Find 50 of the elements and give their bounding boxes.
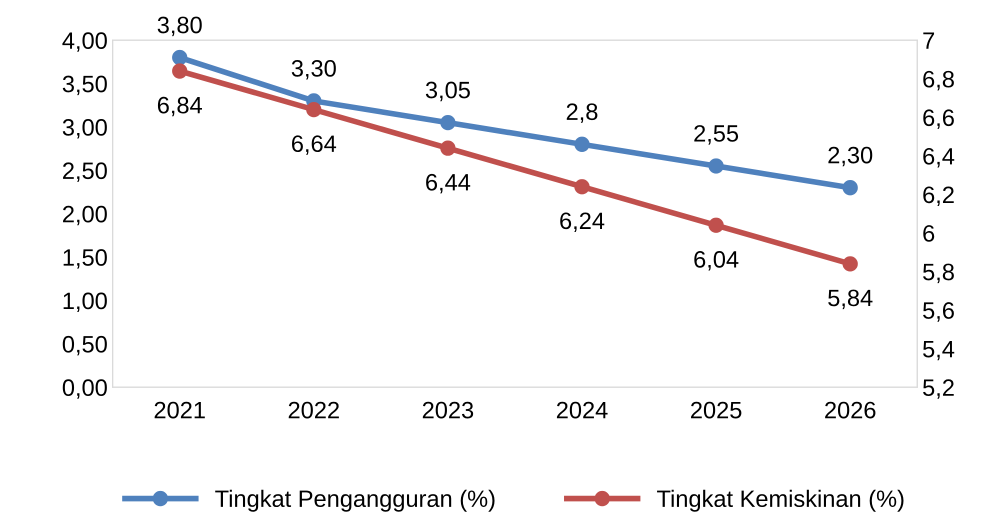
y-tick-label: 1,00 (64, 292, 107, 312)
data-label: 2,30 (828, 146, 872, 166)
point (306, 102, 322, 118)
y2-tick-label: 5,6 (923, 302, 954, 322)
y2-tick-label: 7 (923, 32, 934, 49)
y2-tick-label: 6,6 (923, 109, 954, 129)
data-label: 6,44 (426, 174, 470, 194)
y-tick-label: 2,00 (63, 206, 107, 226)
x-tick-label: 2025 (691, 402, 742, 418)
x-tick-label: 2022 (288, 402, 339, 418)
data-label: 3,30 (292, 60, 336, 80)
point (708, 158, 724, 174)
point (842, 256, 858, 272)
y2-tick-label: 5,8 (923, 264, 954, 284)
x-tick-label: 2021 (154, 402, 205, 418)
point (574, 179, 590, 194)
y-tick-label: 0,00 (62, 379, 107, 399)
point (440, 114, 456, 130)
y2-tick-label: 6,8 (923, 70, 954, 90)
y2-tick-label: 5,2 (923, 379, 954, 399)
y-tick-label: 2,50 (63, 162, 107, 182)
y-tick-label: 3,00 (62, 119, 107, 139)
y2-tick-label: 5,4 (923, 340, 954, 360)
y2-tick-label: 6,4 (923, 148, 954, 168)
point (172, 63, 188, 79)
x-tick-label: 2023 (422, 402, 474, 418)
data-label: 2,8 (566, 103, 598, 123)
data-label: 3,05 (426, 82, 470, 102)
point (842, 180, 858, 196)
y-tick-label: 0,50 (62, 336, 107, 356)
y-tick-label: 1,50 (64, 249, 107, 269)
x-tick-label: 2024 (556, 402, 608, 418)
data-label: 6,84 (158, 96, 202, 116)
data-label: 6,04 (694, 251, 738, 271)
legend-label: Tingkat Pengangguran (%) (215, 490, 495, 512)
point (574, 136, 590, 152)
data-label: 5,84 (828, 290, 872, 310)
legend-label: Tingkat Kemiskinan (%) (657, 490, 904, 512)
data-label: 6,64 (292, 135, 336, 155)
y-tick-label: 4,00 (62, 32, 107, 52)
data-label: 3,80 (158, 16, 202, 36)
y-tick-label: 3,50 (62, 76, 107, 96)
data-label: 6,24 (560, 212, 604, 232)
y2-tick-label: 6,2 (923, 186, 954, 206)
y2-tick-label: 6 (923, 225, 934, 242)
point (172, 50, 188, 66)
x-tick-label: 2026 (825, 402, 876, 418)
point (440, 140, 456, 156)
point (708, 218, 724, 233)
data-label: 2,55 (694, 125, 738, 145)
